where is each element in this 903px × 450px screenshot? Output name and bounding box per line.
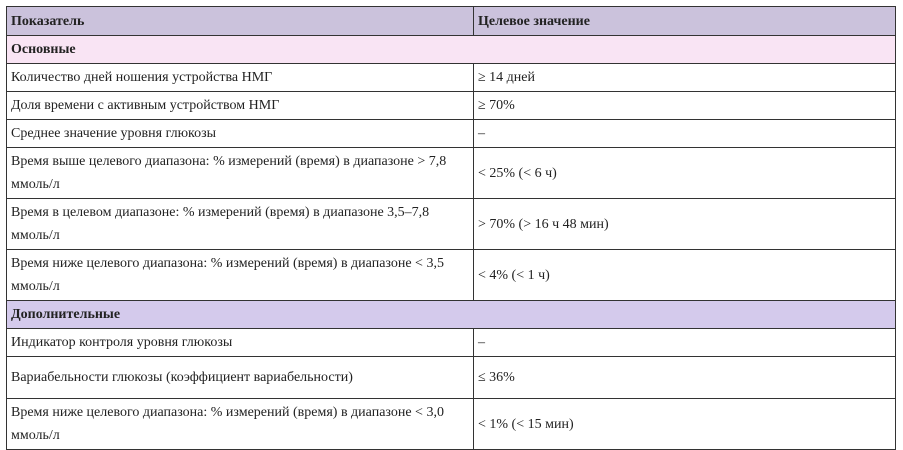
target-cell: – [473, 328, 896, 357]
table-row: Время ниже целевого диапазона: % измерен… [6, 249, 896, 301]
indicator-cell: Индикатор контроля уровня глюкозы [6, 328, 474, 357]
indicator-cell: Количество дней ношения устройства НМГ [6, 63, 474, 92]
target-cell: < 25% (< 6 ч) [473, 147, 896, 199]
header-indicator: Показатель [6, 6, 474, 36]
table-row: Индикатор контроля уровня глюкозы – [6, 328, 896, 357]
section-title: Основные [6, 35, 896, 64]
target-cell: > 70% (> 16 ч 48 мин) [473, 198, 896, 250]
target-cell: ≤ 36% [473, 356, 896, 399]
table-row: Среднее значение уровня глюкозы – [6, 119, 896, 148]
indicator-cell: Доля времени с активным устройством НМГ [6, 91, 474, 120]
table-row: Время выше целевого диапазона: % измерен… [6, 147, 896, 199]
indicator-cell: Среднее значение уровня глюкозы [6, 119, 474, 148]
target-cell: ≥ 14 дней [473, 63, 896, 92]
target-cell: < 1% (< 15 мин) [473, 398, 896, 450]
section-row: Дополнительные [6, 300, 896, 329]
section-title: Дополнительные [6, 300, 896, 329]
header-target: Целевое значение [473, 6, 896, 36]
target-cell: < 4% (< 1 ч) [473, 249, 896, 301]
target-cell: ≥ 70% [473, 91, 896, 120]
indicator-cell: Время выше целевого диапазона: % измерен… [6, 147, 474, 199]
table-header: Показатель Целевое значение [6, 6, 896, 36]
section-row: Основные [6, 35, 896, 64]
table-row: Доля времени с активным устройством НМГ ≥… [6, 91, 896, 120]
indicator-cell: Время в целевом диапазоне: % измерений (… [6, 198, 474, 250]
indicator-cell: Вариабельности глюкозы (коэффициент вари… [6, 356, 474, 399]
table-row: Количество дней ношения устройства НМГ ≥ … [6, 63, 896, 92]
target-cell: – [473, 119, 896, 148]
cgm-targets-table: Показатель Целевое значение Основные Кол… [6, 6, 896, 450]
table-row: Время ниже целевого диапазона: % измерен… [6, 398, 896, 450]
indicator-cell: Время ниже целевого диапазона: % измерен… [6, 398, 474, 450]
table-row: Вариабельности глюкозы (коэффициент вари… [6, 356, 896, 399]
table-row: Время в целевом диапазоне: % измерений (… [6, 198, 896, 250]
indicator-cell: Время ниже целевого диапазона: % измерен… [6, 249, 474, 301]
